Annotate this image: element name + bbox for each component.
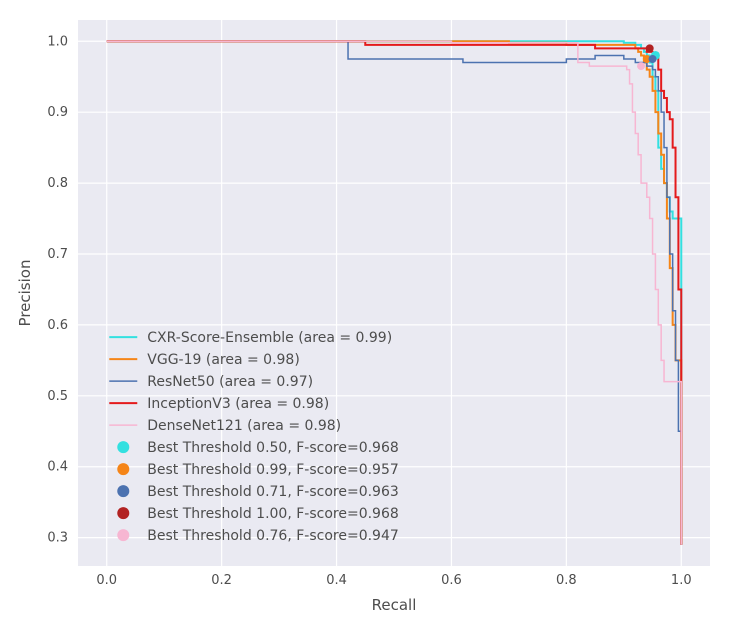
legend-marker-label: Best Threshold 0.99, F-score=0.957: [147, 462, 399, 478]
legend-marker: [117, 463, 129, 475]
legend-marker-label: Best Threshold 0.76, F-score=0.947: [147, 528, 399, 544]
legend-series-label: ResNet50 (area = 0.97): [147, 374, 313, 390]
ytick-label: 0.3: [47, 531, 68, 546]
legend-series-label: DenseNet121 (area = 0.98): [147, 418, 341, 434]
xtick-label: 0.0: [96, 573, 117, 588]
legend-marker-label: Best Threshold 0.71, F-score=0.963: [147, 484, 399, 500]
legend-series-label: CXR-Score-Ensemble (area = 0.99): [147, 330, 392, 346]
best-threshold-marker: [649, 55, 657, 63]
pr-svg: 0.0 0.2 0.4 0.6 0.8 1.0 0.3 0.4 0.5 0.6 0.7 0.8 0.9 1…: [0, 0, 730, 624]
xtick-label: 1.0: [671, 573, 692, 588]
xtick-label: 0.6: [441, 573, 462, 588]
legend-marker-label: Best Threshold 1.00, F-score=0.968: [147, 506, 399, 522]
ytick-label: 0.5: [47, 389, 68, 404]
ytick-label: 0.7: [47, 247, 68, 262]
xtick-label: 0.8: [556, 573, 577, 588]
y-axis-label: Precision: [16, 260, 34, 327]
legend-series-label: VGG-19 (area = 0.98): [147, 352, 300, 368]
x-axis-label: Recall: [372, 596, 417, 614]
xtick-label: 0.2: [211, 573, 232, 588]
ytick-label: 1.0: [47, 34, 68, 49]
legend-marker: [117, 529, 129, 541]
legend-marker: [117, 485, 129, 497]
xtick-label: 0.4: [326, 573, 347, 588]
ytick-label: 0.8: [47, 176, 68, 191]
ytick-label: 0.9: [47, 105, 68, 120]
ytick-label: 0.6: [47, 318, 68, 333]
best-threshold-marker: [646, 44, 654, 52]
pr-chart: 0.0 0.2 0.4 0.6 0.8 1.0 0.3 0.4 0.5 0.6 0.7 0.8 0.9 1…: [0, 0, 730, 624]
legend-series-label: InceptionV3 (area = 0.98): [147, 396, 329, 412]
ytick-label: 0.4: [47, 460, 68, 475]
best-threshold-marker: [637, 62, 645, 70]
legend-marker-label: Best Threshold 0.50, F-score=0.968: [147, 440, 399, 456]
legend-marker: [117, 507, 129, 519]
legend-marker: [117, 441, 129, 453]
